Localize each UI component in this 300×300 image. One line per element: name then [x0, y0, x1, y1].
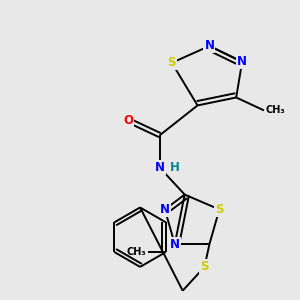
Text: N: N — [155, 161, 165, 174]
Text: N: N — [160, 203, 170, 216]
Text: S: S — [167, 56, 176, 69]
Text: N: N — [204, 40, 214, 52]
Text: N: N — [170, 238, 180, 250]
Text: N: N — [237, 55, 247, 68]
Text: O: O — [123, 114, 133, 127]
Text: CH₃: CH₃ — [266, 105, 286, 116]
Text: H: H — [170, 161, 180, 174]
Text: S: S — [215, 203, 224, 216]
Text: S: S — [200, 260, 209, 273]
Text: CH₃: CH₃ — [126, 247, 146, 257]
